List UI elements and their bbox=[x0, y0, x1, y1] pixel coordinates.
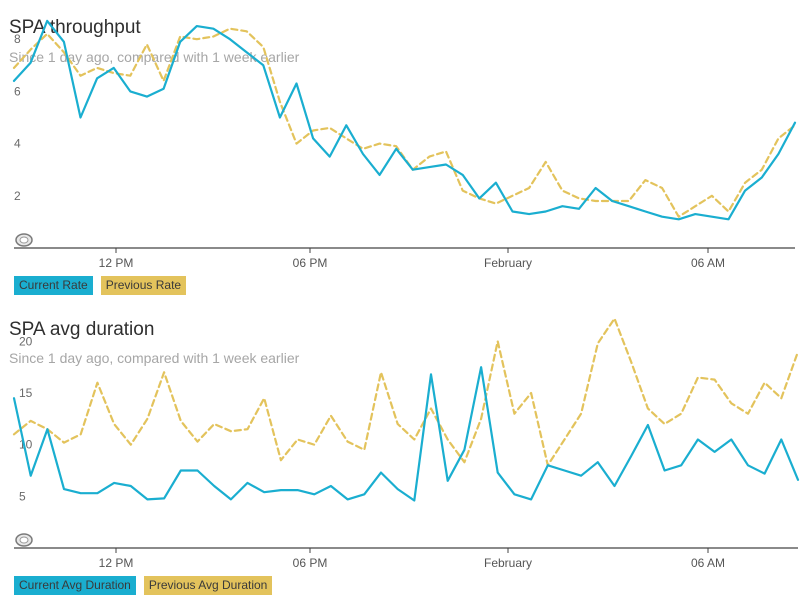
throughput-chart[interactable]: 2 4 6 8 12 PM 06 PM February 06 AM bbox=[0, 0, 800, 300]
reset-zoom-icon[interactable] bbox=[15, 533, 33, 547]
throughput-legend: Current Rate Previous Rate bbox=[14, 276, 187, 295]
x-tick-label: 12 PM bbox=[99, 256, 134, 270]
x-tick-label: 06 PM bbox=[293, 256, 328, 270]
chart-subtitle: Since 1 day ago, compared with 1 week ea… bbox=[9, 49, 300, 65]
y-tick-label: 2 bbox=[14, 189, 21, 203]
duration-legend: Current Avg Duration Previous Avg Durati… bbox=[14, 576, 273, 595]
legend-previous-rate[interactable]: Previous Rate bbox=[100, 276, 187, 295]
y-tick-label: 15 bbox=[19, 386, 33, 400]
x-tick-label: February bbox=[484, 256, 532, 270]
chart-title: SPA avg duration bbox=[9, 319, 155, 340]
y-tick-label: 6 bbox=[14, 84, 21, 98]
throughput-panel: SPA throughput Since 1 day ago, compared… bbox=[0, 0, 800, 300]
series-line-current[interactable] bbox=[12, 19, 797, 221]
x-tick-label: 06 AM bbox=[691, 556, 725, 570]
x-tick-label: February bbox=[484, 556, 532, 570]
series-line-current[interactable] bbox=[12, 366, 800, 502]
x-tick-label: 06 PM bbox=[293, 556, 328, 570]
y-tick-label: 8 bbox=[14, 32, 21, 46]
reset-zoom-icon[interactable] bbox=[15, 233, 33, 247]
duration-panel: SPA avg duration Since 1 day ago, compar… bbox=[0, 300, 800, 601]
chart-subtitle: Since 1 day ago, compared with 1 week ea… bbox=[9, 350, 300, 366]
y-tick-label: 4 bbox=[14, 137, 21, 151]
y-tick-label: 5 bbox=[19, 489, 26, 503]
legend-current-rate[interactable]: Current Rate bbox=[14, 276, 93, 295]
series-line-previous[interactable] bbox=[12, 27, 797, 218]
legend-current-avg-duration[interactable]: Current Avg Duration bbox=[14, 576, 136, 595]
x-tick-label: 06 AM bbox=[691, 256, 725, 270]
y-tick-label: 20 bbox=[19, 334, 33, 348]
legend-previous-avg-duration[interactable]: Previous Avg Duration bbox=[143, 576, 273, 595]
series-line-previous[interactable] bbox=[12, 317, 800, 467]
x-tick-label: 12 PM bbox=[99, 556, 134, 570]
